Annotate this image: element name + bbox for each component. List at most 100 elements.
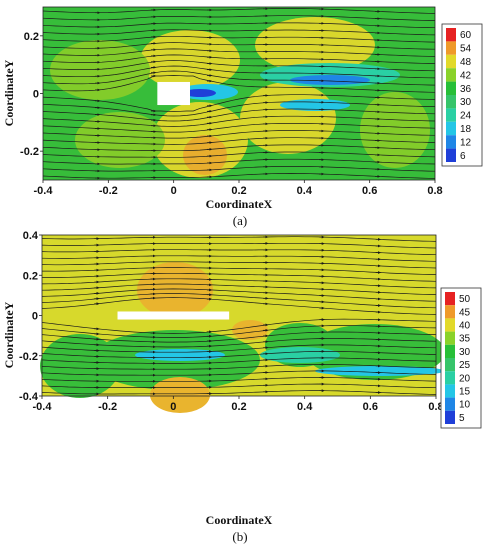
streamline	[42, 122, 436, 133]
y-tick-label: 0.4	[23, 230, 39, 242]
colorbar-label: 42	[460, 70, 472, 81]
colorbar-label: 54	[460, 44, 472, 55]
streamline	[42, 130, 436, 139]
streamline	[41, 293, 437, 309]
colorbar-label: 15	[459, 387, 471, 398]
colorbar-swatch	[446, 148, 456, 162]
x-tick-label: 0.6	[363, 401, 378, 413]
x-tick-label: 0.4	[297, 185, 313, 197]
y-tick-label: 0	[32, 311, 38, 323]
colorbar-label: 5	[459, 413, 465, 424]
y-axis-label-a: CoordinateY	[2, 59, 16, 126]
streamline	[41, 370, 437, 376]
streamline	[42, 166, 436, 172]
streamline	[41, 383, 437, 389]
plot-area-b	[40, 234, 445, 413]
streamline	[41, 297, 437, 315]
streamline	[41, 377, 437, 382]
x-tick-label: 0	[171, 185, 177, 197]
obstacle-a	[157, 81, 190, 106]
colorbar-label: 40	[459, 321, 471, 332]
streamline	[41, 236, 437, 242]
x-ticks-b: -0.4 -0.2 0 0.2 0.4 0.6 0.8	[33, 396, 444, 413]
y-tick-label: 0.2	[24, 31, 39, 43]
colorbar-label: 24	[460, 111, 472, 122]
caption-b: (b)	[232, 529, 247, 544]
streamline	[42, 173, 436, 179]
y-tick-label: -0.2	[19, 351, 38, 363]
colorbar-swatch	[446, 68, 456, 82]
colorbar-label: 45	[459, 307, 471, 318]
streamline	[42, 70, 436, 86]
streamline	[42, 8, 436, 14]
colorbar-label: 30	[460, 97, 472, 108]
colorbar-swatch	[446, 28, 456, 42]
streamline	[42, 60, 436, 72]
y-ticks-a: -0.2 0 0.2	[20, 31, 43, 158]
streamline	[41, 283, 437, 295]
colorbar-a: 60 54 48 42 36 30 24 18 12 6	[441, 23, 483, 167]
streamline	[41, 242, 437, 249]
x-ticks-a: -0.4 -0.2 0 0.2 0.4 0.6 0.8	[34, 180, 443, 197]
streamline	[41, 318, 437, 334]
x-axis-label-b: CoordinateX	[206, 513, 273, 527]
streamline	[42, 54, 436, 64]
colorbar-label: 50	[459, 294, 471, 305]
x-tick-label: 0.6	[362, 185, 377, 197]
x-tick-label: -0.2	[99, 185, 118, 197]
colorbar-swatch	[445, 410, 455, 424]
streamline	[42, 15, 436, 21]
streamline	[41, 255, 437, 262]
obstacle-b	[117, 311, 230, 320]
streamline	[41, 351, 437, 359]
streamline	[42, 115, 436, 127]
streamline	[41, 364, 437, 370]
streamlines-b	[41, 235, 437, 396]
streamline	[42, 35, 436, 43]
streamline	[42, 137, 436, 145]
colorbar-swatch	[446, 54, 456, 69]
streamline	[41, 261, 437, 269]
plot-area-a	[42, 6, 436, 181]
streamline	[42, 42, 436, 50]
colorbar-label: 30	[459, 347, 471, 358]
streamline	[42, 75, 436, 93]
streamline	[41, 331, 437, 343]
streamline	[41, 288, 437, 302]
streamline	[41, 357, 437, 364]
colorbar-swatch	[445, 292, 455, 306]
colorbar-label: 36	[460, 84, 472, 95]
colorbar-label: 18	[460, 124, 472, 135]
streamline	[41, 344, 437, 353]
streamline	[42, 151, 436, 158]
colorbar-swatch	[446, 41, 456, 55]
colorbar-label: 25	[459, 360, 471, 371]
colorbar-label: 10	[459, 400, 471, 411]
x-tick-label: 0.2	[231, 185, 246, 197]
y-tick-label: -0.2	[20, 146, 39, 158]
colorbar-label: 35	[459, 334, 471, 345]
chart-b: -0.4 -0.2 0 0.2 0.4 0.6 0.8 -0.4 -0.2 0 0.2 0.4 Co…	[2, 230, 482, 544]
y-tick-label: 0.2	[23, 270, 38, 282]
y-axis-label-b: CoordinateY	[2, 301, 16, 368]
y-ticks-b: -0.4 -0.2 0 0.2 0.4	[19, 230, 42, 403]
x-tick-label: 0	[170, 401, 176, 413]
colorbar-label: 48	[460, 57, 472, 68]
colorbar-swatch	[445, 358, 455, 372]
colorbar-swatch	[445, 384, 455, 398]
streamline	[42, 108, 436, 122]
streamline	[42, 48, 436, 57]
streamline	[41, 278, 437, 289]
y-tick-label: -0.4	[19, 391, 39, 403]
streamline	[41, 338, 437, 348]
x-tick-label: 0.8	[428, 401, 443, 413]
x-tick-label: 0.2	[231, 401, 246, 413]
caption-a: (a)	[233, 213, 247, 228]
y-tick-label: 0	[33, 89, 39, 101]
x-tick-label: -0.4	[34, 185, 54, 197]
colorbar-swatch	[445, 397, 455, 411]
colorbar-swatch	[445, 331, 455, 345]
colorbar-b: 50 45 40 35 30 25 20 15 10 5	[440, 287, 482, 429]
x-axis-label-a: CoordinateX	[206, 197, 273, 211]
